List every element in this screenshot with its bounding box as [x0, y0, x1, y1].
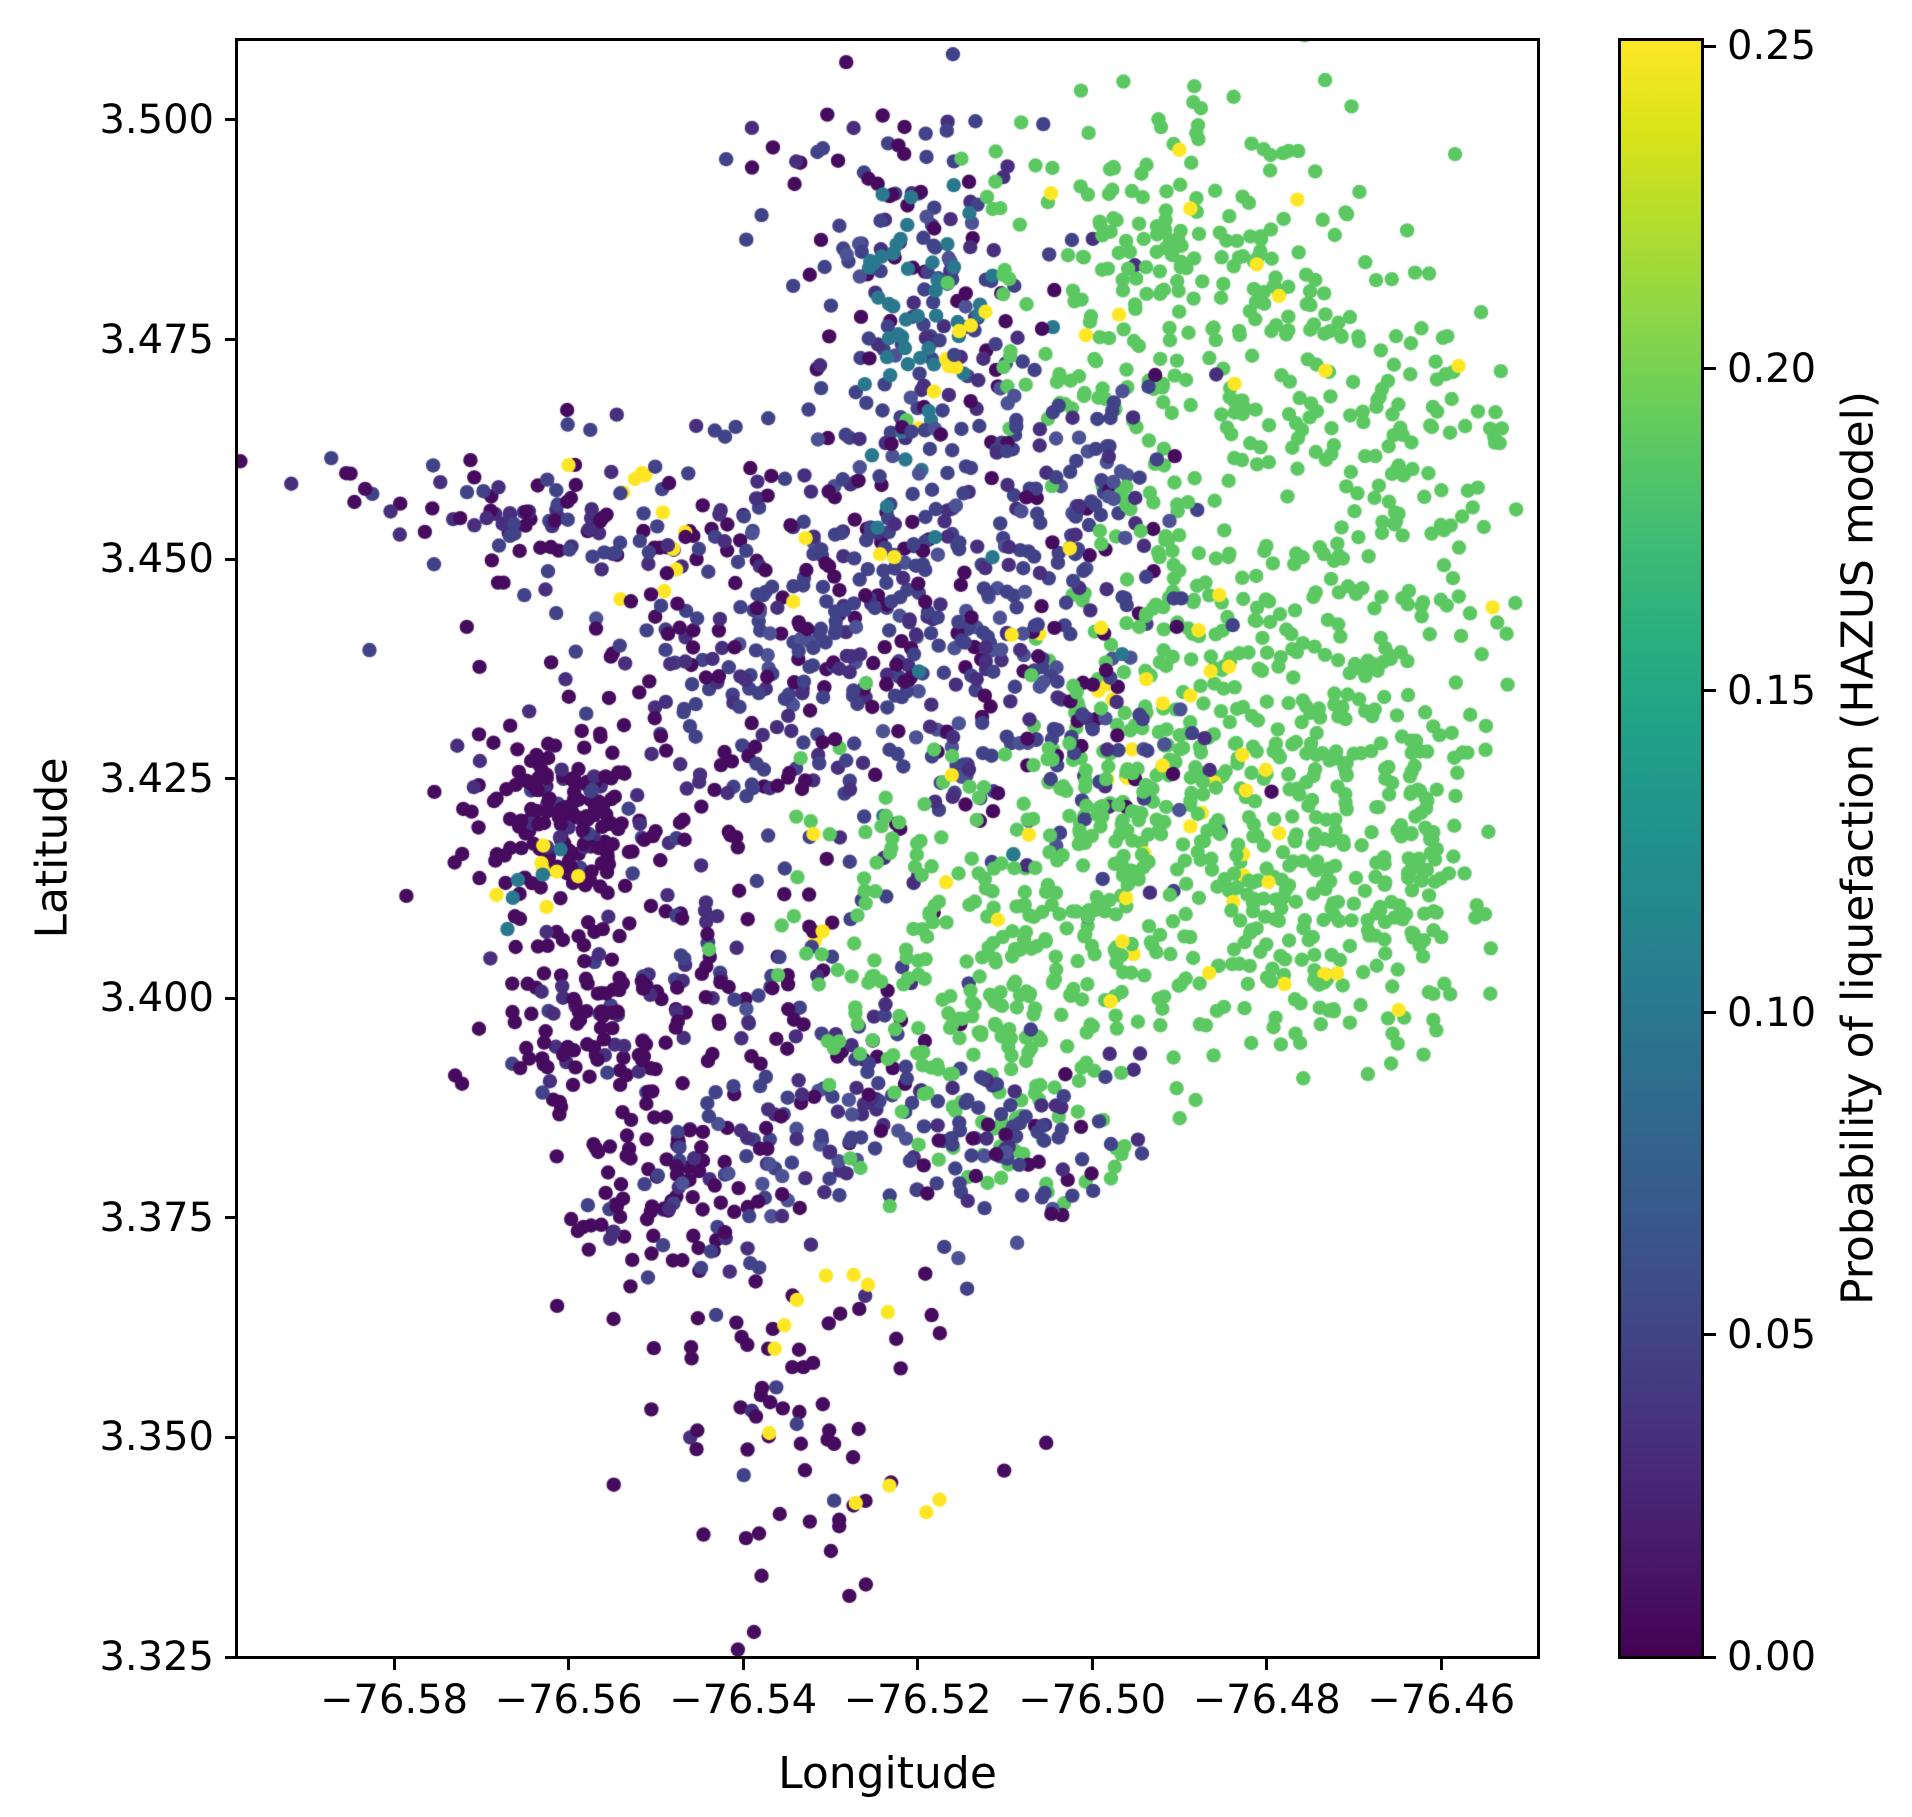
colorbar-gradient — [1618, 38, 1704, 1659]
colorbar-tick-mark — [1704, 1655, 1716, 1659]
y-tick-mark — [225, 777, 237, 781]
colorbar-tick-label: 0.15 — [1727, 667, 1817, 714]
x-tick-mark — [1265, 1658, 1269, 1670]
colorbar-tick-mark — [1704, 44, 1716, 48]
y-tick-label: 3.450 — [99, 536, 214, 583]
y-tick-label: 3.425 — [99, 755, 214, 802]
y-tick-label: 3.350 — [99, 1414, 214, 1461]
colorbar-tick-label: 0.05 — [1727, 1311, 1817, 1358]
colorbar-tick-label: 0.00 — [1727, 1634, 1817, 1680]
x-tick-mark — [1090, 1658, 1094, 1670]
x-tick-label: −76.46 — [1367, 1677, 1516, 1723]
x-axis-label: Longitude — [778, 1748, 997, 1799]
y-tick-mark — [225, 338, 237, 341]
colorbar-tick-mark — [1704, 1333, 1716, 1337]
colorbar-tick-mark — [1704, 689, 1716, 693]
scatter-points-canvas — [237, 40, 1538, 1657]
y-tick-label: 3.325 — [99, 1634, 214, 1680]
x-tick-mark — [392, 1658, 396, 1670]
x-tick-label: −76.48 — [1192, 1677, 1341, 1723]
y-tick-mark — [225, 118, 237, 122]
y-axis-label: Latitude — [26, 757, 78, 939]
y-tick-label: 3.375 — [99, 1194, 214, 1241]
y-tick-mark — [225, 557, 237, 561]
colorbar-tick-label: 0.25 — [1727, 23, 1817, 70]
x-tick-mark — [741, 1658, 745, 1670]
y-tick-mark — [225, 1655, 237, 1659]
x-tick-mark — [916, 1658, 920, 1670]
x-tick-label: −76.52 — [843, 1677, 992, 1723]
colorbar-label: Probability of liquefaction (HAZUS model… — [1832, 390, 1884, 1306]
x-tick-mark — [567, 1658, 571, 1670]
colorbar-tick-label: 0.10 — [1727, 989, 1817, 1036]
y-tick-mark — [225, 1435, 237, 1439]
colorbar-tick-mark — [1704, 367, 1716, 371]
x-tick-label: −76.58 — [320, 1677, 469, 1723]
x-tick-label: −76.50 — [1018, 1677, 1167, 1723]
y-tick-label: 3.475 — [99, 316, 214, 363]
colorbar-tick-label: 0.20 — [1727, 345, 1817, 392]
x-tick-label: −76.54 — [669, 1677, 818, 1723]
colorbar-tick-mark — [1704, 1011, 1716, 1015]
y-tick-mark — [225, 1216, 237, 1220]
y-tick-label: 3.500 — [99, 96, 214, 143]
y-tick-mark — [225, 996, 237, 1000]
y-tick-label: 3.400 — [99, 975, 214, 1022]
x-tick-label: −76.56 — [494, 1677, 643, 1723]
x-tick-mark — [1439, 1658, 1443, 1670]
